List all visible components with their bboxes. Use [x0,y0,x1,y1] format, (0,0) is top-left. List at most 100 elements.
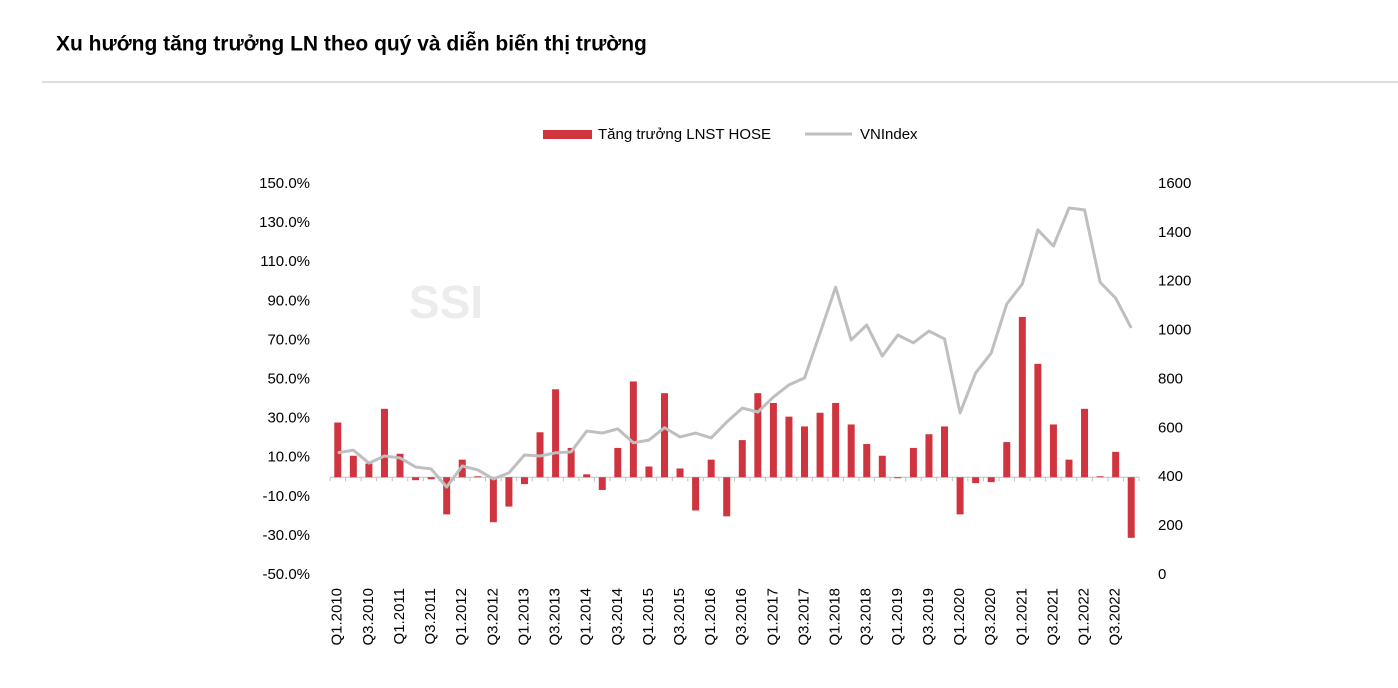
x-tick-label: Q1.2019 [889,588,906,646]
bar [987,477,995,483]
bar [894,477,902,479]
x-tick-label: Q1.2014 [578,588,595,646]
bar [1127,477,1135,538]
x-tick-label: Q1.2016 [702,588,719,646]
bar [909,447,917,478]
bar [1018,316,1026,478]
y-tick-label: -50.0% [262,566,310,583]
legend-label: VNIndex [860,126,918,143]
bar [816,412,824,478]
y2-tick-label: 400 [1158,468,1183,485]
y2-tick-label: 200 [1158,517,1183,534]
x-tick-label: Q1.2021 [1013,588,1030,646]
x-tick-label: Q1.2013 [515,588,532,646]
x-tick-label: Q3.2014 [609,588,626,646]
bar [1049,424,1057,478]
x-tick-label: Q1.2020 [951,588,968,646]
x-tick-label: Q3.2015 [671,588,688,646]
bar [412,477,420,481]
bar [956,477,964,515]
x-tick-label: Q1.2015 [640,588,657,646]
bar [1096,476,1104,478]
legend-label: Tăng trưởng LNST HOSE [598,126,771,143]
x-tick-label: Q3.2016 [733,588,750,646]
bar [785,416,793,478]
bar [1112,451,1120,478]
y-tick-label: 90.0% [267,292,310,309]
bar [552,389,560,478]
bar [847,424,855,478]
bar [692,477,700,511]
y2-tick-label: 600 [1158,419,1183,436]
bar [832,402,840,478]
bar [972,477,980,484]
bar [1034,363,1042,478]
y-tick-label: 50.0% [267,370,310,387]
x-tick-label: Q3.2012 [484,588,501,646]
bar [863,444,871,478]
bar [598,477,606,490]
bar [660,393,668,478]
x-tick-label: Q3.2020 [982,588,999,646]
bar [583,474,591,478]
x-tick-label: Q1.2017 [764,588,781,646]
x-tick-label: Q1.2012 [453,588,470,646]
x-tick-label: Q3.2010 [360,588,377,646]
bar [738,440,746,478]
y-tick-label: 30.0% [267,410,310,427]
line [337,206,1133,489]
x-tick-label: Q3.2022 [1107,588,1124,646]
bar [349,455,357,478]
bar [1003,442,1011,478]
x-tick-label: Q3.2018 [858,588,875,646]
bar [380,408,388,478]
bar [801,426,809,478]
x-tick-label: Q3.2017 [795,588,812,646]
bar [676,468,684,478]
y2-tick-label: 1600 [1158,175,1191,192]
bar [629,381,637,478]
bar [567,447,575,478]
y2-tick-label: 1000 [1158,322,1191,339]
bar [474,476,482,478]
bar [427,477,435,480]
legend-swatch [543,130,592,139]
bar [878,455,886,478]
y2-tick-label: 1400 [1158,224,1191,241]
bar [769,402,777,478]
bar [614,447,622,478]
y-tick-label: 110.0% [260,253,310,270]
bar [396,453,404,478]
y-tick-label: 10.0% [267,449,310,466]
x-tick-label: Q1.2010 [329,588,346,646]
x-tick-label: Q3.2013 [547,588,564,646]
y-tick-label: -10.0% [262,488,310,505]
bar [443,477,451,515]
bar [723,477,731,517]
x-tick-label: Q1.2022 [1076,588,1093,646]
bar [645,466,653,478]
bar [334,422,342,478]
x-tick-label: Q1.2011 [391,588,408,644]
bar [505,477,513,507]
x-tick-label: Q1.2018 [827,588,844,646]
bar [754,393,762,478]
x-tick-label: Q3.2011 [422,588,439,644]
bar [941,426,949,478]
bar [707,459,715,478]
y-tick-label: -30.0% [262,527,310,544]
bar [365,463,373,478]
bar [1065,459,1073,478]
bar [520,477,528,485]
bar [489,477,497,523]
y-tick-label: 70.0% [267,331,310,348]
y-tick-label: 150.0% [259,175,310,192]
y2-tick-label: 1200 [1158,273,1191,290]
chart-title: Xu hướng tăng trưởng LN theo quý và diễn… [56,32,647,56]
y2-tick-label: 0 [1158,566,1166,583]
y-tick-label: 130.0% [259,214,310,231]
bar [1081,408,1089,478]
x-tick-label: Q3.2019 [920,588,937,646]
y2-tick-label: 800 [1158,370,1183,387]
